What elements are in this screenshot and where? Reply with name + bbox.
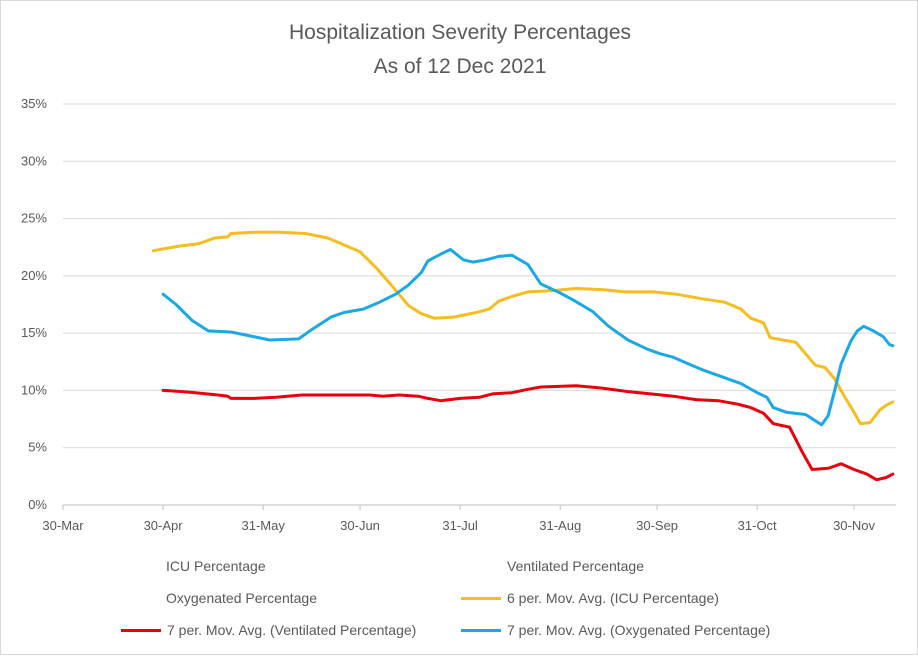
- legend-swatch-ventilated-avg: [121, 628, 161, 632]
- legend-label-oxygenated-avg: 7 per. Mov. Avg. (Oxygenated Percentage): [507, 622, 771, 638]
- legend-swatch-oxygenated-avg: [461, 628, 501, 632]
- legend-item-icu-avg: 6 per. Mov. Avg. (ICU Percentage): [461, 590, 719, 606]
- legend-label-oxygenated: Oxygenated Percentage: [166, 590, 317, 606]
- gridlines: [63, 103, 896, 506]
- y-axis-ticks: 0% 5% 10% 15% 20% 25% 30% 35%: [21, 96, 47, 512]
- legend-label-ventilated-avg: 7 per. Mov. Avg. (Ventilated Percentage): [167, 622, 417, 638]
- y-tick-label: 30%: [21, 153, 47, 168]
- legend-label-icu: ICU Percentage: [166, 558, 266, 574]
- y-tick-label: 25%: [21, 211, 47, 226]
- x-tick-label: 31-Jul: [442, 518, 478, 533]
- series-line-4: [161, 384, 895, 482]
- x-tick-label: 30-Nov: [833, 518, 875, 533]
- y-tick-label: 35%: [21, 96, 47, 111]
- x-tick-label: 30-Sep: [636, 518, 678, 533]
- legend-item-oxygenated: Oxygenated Percentage: [166, 590, 317, 606]
- chart-title: Hospitalization Severity Percentages: [288, 21, 631, 44]
- x-tick-label: 31-May: [241, 518, 285, 533]
- series-line-5: [161, 248, 895, 427]
- legend-label-ventilated: Ventilated Percentage: [507, 558, 644, 574]
- legend-swatch-icu-avg: [461, 596, 501, 600]
- y-tick-label: 15%: [21, 325, 47, 340]
- x-axis-ticks: 30-Mar 30-Apr 31-May 30-Jun 31-Jul 31-Aug 30-S…: [42, 505, 875, 533]
- x-tick-label: 30-Jun: [340, 518, 380, 533]
- x-tick-label: 31-Aug: [539, 518, 581, 533]
- legend-item-ventilated: Ventilated Percentage: [507, 558, 644, 574]
- x-tick-label: 30-Mar: [42, 518, 84, 533]
- y-tick-label: 0%: [28, 497, 47, 512]
- series-lines: [151, 230, 895, 482]
- y-tick-label: 5%: [28, 440, 47, 455]
- chart-subtitle: As of 12 Dec 2021: [373, 55, 547, 78]
- legend-item-ventilated-avg: 7 per. Mov. Avg. (Ventilated Percentage): [121, 622, 416, 638]
- x-tick-label: 31-Oct: [738, 518, 777, 533]
- y-tick-label: 20%: [21, 268, 47, 283]
- series-line-3: [151, 230, 895, 426]
- y-tick-label: 10%: [21, 382, 47, 397]
- legend-item-icu: ICU Percentage: [166, 558, 266, 574]
- legend-label-icu-avg: 6 per. Mov. Avg. (ICU Percentage): [507, 590, 719, 606]
- x-tick-label: 30-Apr: [144, 518, 184, 533]
- legend-item-oxygenated-avg: 7 per. Mov. Avg. (Oxygenated Percentage): [461, 622, 770, 638]
